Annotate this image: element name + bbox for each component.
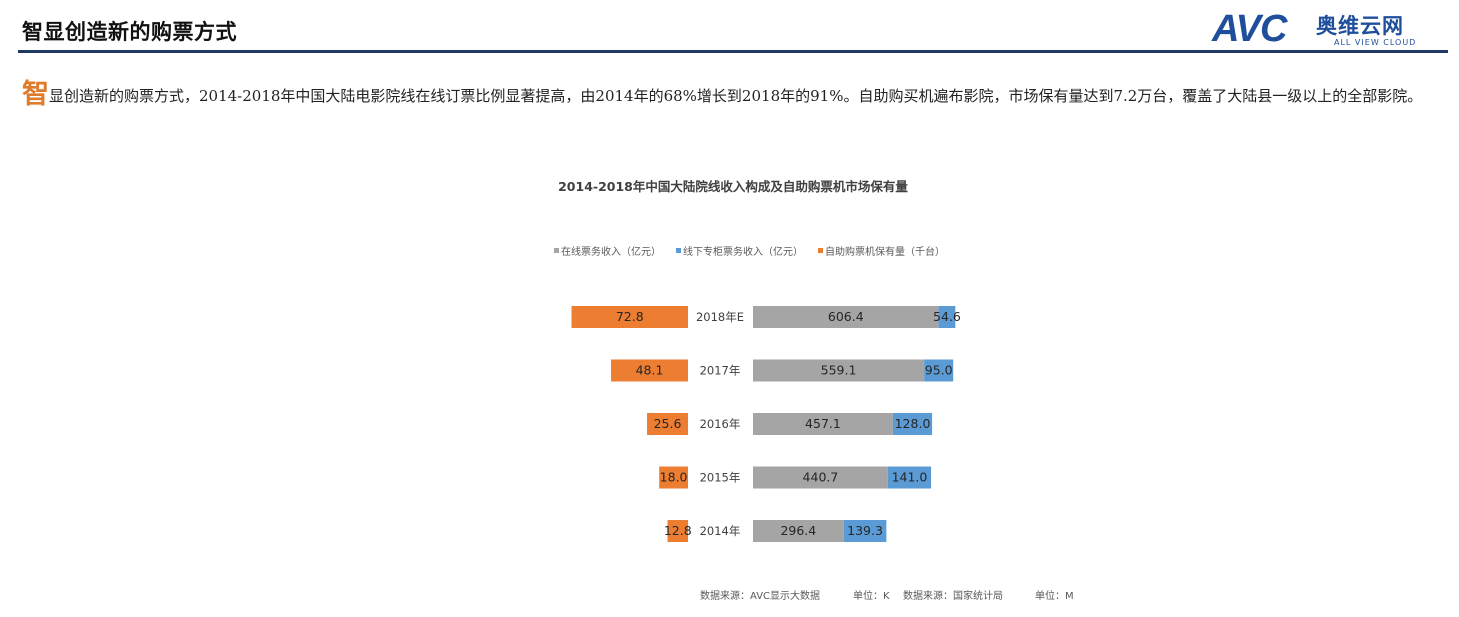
bar-offline	[843, 520, 887, 542]
category-label: 2014年	[700, 524, 741, 538]
intro-text: 显创造新的购票方式，2014-2018年中国大陆电影院线在线订票比例显著提高，由…	[49, 87, 1423, 105]
data-label-kiosk: 72.8	[616, 309, 644, 324]
logo-avc-text: AVC	[1212, 8, 1287, 50]
category-label: 2016年	[700, 417, 741, 431]
data-label-kiosk: 48.1	[636, 363, 664, 378]
legend-label-0: 在线票务收入（亿元）	[561, 245, 661, 258]
legend-label-1: 线下专柜票务收入（亿元）	[683, 245, 803, 258]
avc-logo: AVC 奥维云网 ALL VIEW CLOUD	[1212, 8, 1452, 50]
source-note-1: 单位：K	[853, 589, 890, 602]
bar-offline	[938, 306, 956, 328]
legend-swatch-2	[818, 248, 823, 253]
bar-kiosk	[667, 520, 688, 542]
bar-kiosk	[647, 413, 688, 435]
chart-legend: 在线票务收入（亿元） 线下专柜票务收入（亿元） 自助购票机保有量（千台）	[554, 245, 945, 258]
chart-title: 2014-2018年中国大陆院线收入构成及自助购票机市场保有量	[558, 179, 908, 194]
data-label-online: 440.7	[803, 470, 839, 485]
bar-offline	[892, 413, 933, 435]
intro-paragraph: 智显创造新的购票方式，2014-2018年中国大陆电影院线在线订票比例显著提高，…	[22, 76, 1442, 115]
data-label-online: 457.1	[805, 416, 841, 431]
data-label-offline: 139.3	[847, 523, 883, 538]
data-label-kiosk: 25.6	[654, 416, 682, 431]
data-label-offline: 128.0	[895, 416, 931, 431]
page-header: 智显创造新的购票方式 AVC 奥维云网 ALL VIEW CLOUD	[0, 0, 1459, 56]
bar-online	[753, 466, 888, 489]
bar-kiosk	[659, 466, 688, 489]
source-note-2: 数据来源：国家统计局	[903, 589, 1003, 602]
logo-en-text: ALL VIEW CLOUD	[1334, 38, 1417, 47]
data-label-offline: 141.0	[892, 470, 928, 485]
source-notes: 数据来源：AVC显示大数据 单位：K 数据来源：国家统计局 单位：M	[700, 589, 1074, 602]
data-label-offline: 95.0	[925, 363, 953, 378]
bar-kiosk	[571, 306, 688, 328]
category-label: 2018年E	[696, 310, 744, 324]
data-label-kiosk: 18.0	[660, 470, 688, 485]
bar-online	[753, 359, 925, 382]
category-label: 2017年	[700, 364, 741, 378]
bar-online	[753, 413, 893, 435]
source-note-0: 数据来源：AVC显示大数据	[700, 589, 820, 602]
legend-swatch-0	[554, 248, 559, 253]
bar-kiosk	[611, 359, 688, 382]
bar-offline	[924, 359, 954, 382]
page-title: 智显创造新的购票方式	[22, 20, 237, 44]
intro-lead-char: 智	[22, 79, 49, 110]
legend-swatch-1	[676, 248, 681, 253]
data-label-online: 606.4	[828, 309, 864, 324]
source-note-3: 单位：M	[1035, 589, 1074, 602]
bar-online	[753, 306, 939, 328]
logo-cn-text: 奥维云网	[1316, 14, 1404, 38]
bar-online	[753, 520, 844, 542]
header-divider	[18, 50, 1448, 53]
category-label: 2015年	[700, 471, 741, 485]
bar-offline	[887, 466, 932, 489]
data-label-online: 296.4	[780, 523, 816, 538]
data-label-online: 559.1	[821, 363, 857, 378]
chart-bars: 2018年E 606.4 54.6 72.8 2017年 559.1 95.0 48.1 201…	[571, 306, 961, 542]
data-label-kiosk: 12.8	[664, 523, 692, 538]
legend-label-2: 自助购票机保有量（千台）	[825, 245, 945, 258]
data-label-offline: 54.6	[933, 309, 961, 324]
